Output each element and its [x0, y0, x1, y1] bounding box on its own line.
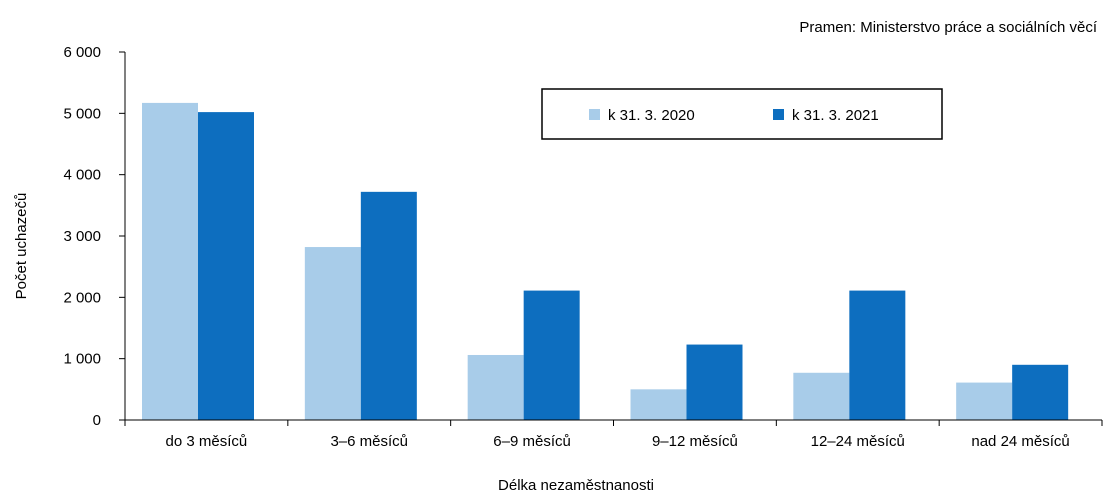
bar-2020-5	[956, 382, 1013, 420]
bar-2020-4	[793, 372, 850, 420]
x-axis-label: Délka nezaměstnanosti	[498, 477, 654, 494]
x-tick-label: 9–12 měsíců	[652, 433, 738, 450]
bar-2021-0	[198, 112, 254, 421]
y-tick-label: 6 000	[63, 44, 101, 61]
bar-2021-3	[686, 344, 743, 420]
legend-box	[541, 88, 943, 140]
bar-2021-2	[523, 290, 580, 420]
legend-swatch-2021	[773, 109, 784, 120]
bar-2020-2	[467, 354, 524, 420]
legend: k 31. 3. 2020 k 31. 3. 2021	[541, 88, 943, 140]
bar-2021-4	[849, 290, 906, 420]
x-tick-label: nad 24 měsíců	[971, 433, 1069, 450]
bar-2021-5	[1012, 364, 1069, 420]
y-tick-label: 3 000	[63, 228, 101, 245]
y-tick-label: 5 000	[63, 105, 101, 122]
y-tick-label: 4 000	[63, 167, 101, 184]
y-axis-ticks: 0 1 000 2 000 3 000 4 000 5 000 6 000	[63, 44, 125, 429]
x-tick-label: 6–9 měsíců	[493, 433, 571, 450]
plot-bars	[142, 102, 1069, 421]
x-tick-label: do 3 měsíců	[166, 433, 248, 450]
y-tick-label: 1 000	[63, 351, 101, 368]
bar-2020-1	[304, 247, 361, 420]
bar-2020-3	[630, 389, 687, 420]
bar-2021-1	[360, 191, 417, 420]
y-axis-label: Počet uchazečů	[13, 193, 30, 300]
y-tick-label: 2 000	[63, 289, 101, 306]
bar-2020-0	[142, 102, 198, 420]
x-tick-label: 3–6 měsíců	[330, 433, 408, 450]
source-note: Pramen: Ministerstvo práce a sociálních …	[799, 19, 1097, 36]
x-tick-label: 12–24 měsíců	[811, 433, 905, 450]
legend-label-2020: k 31. 3. 2020	[608, 107, 695, 124]
x-axis-ticks: do 3 měsíců 3–6 měsíců 6–9 měsíců 9–12 měsí…	[124, 420, 1103, 450]
legend-swatch-2020	[589, 109, 600, 120]
legend-label-2021: k 31. 3. 2021	[792, 107, 879, 124]
y-tick-label: 0	[93, 412, 101, 429]
